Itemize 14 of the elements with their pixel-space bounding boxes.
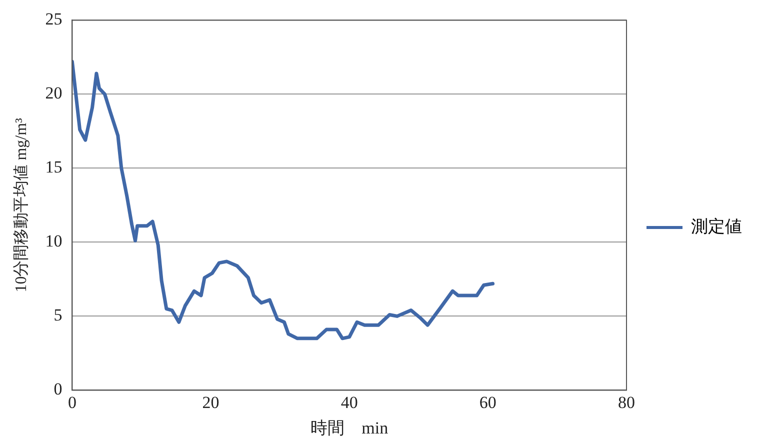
x-tick-label: 20	[202, 392, 220, 412]
y-tick-label: 10	[45, 232, 62, 251]
y-axis-title: 10分間移動平均値 mg/m³	[12, 118, 30, 292]
y-tick-label: 5	[54, 306, 62, 325]
x-tick-label: 60	[479, 392, 496, 412]
y-tick-label: 25	[45, 10, 62, 29]
x-tick-label: 0	[68, 392, 76, 412]
y-tick-label: 0	[54, 380, 62, 399]
x-axis-title: 時間 min	[310, 418, 389, 438]
y-tick-label: 20	[45, 84, 62, 103]
legend-label: 測定値	[691, 216, 742, 236]
y-tick-label: 15	[45, 158, 62, 177]
x-tick-label: 40	[340, 392, 358, 412]
x-tick-label: 80	[618, 392, 635, 412]
